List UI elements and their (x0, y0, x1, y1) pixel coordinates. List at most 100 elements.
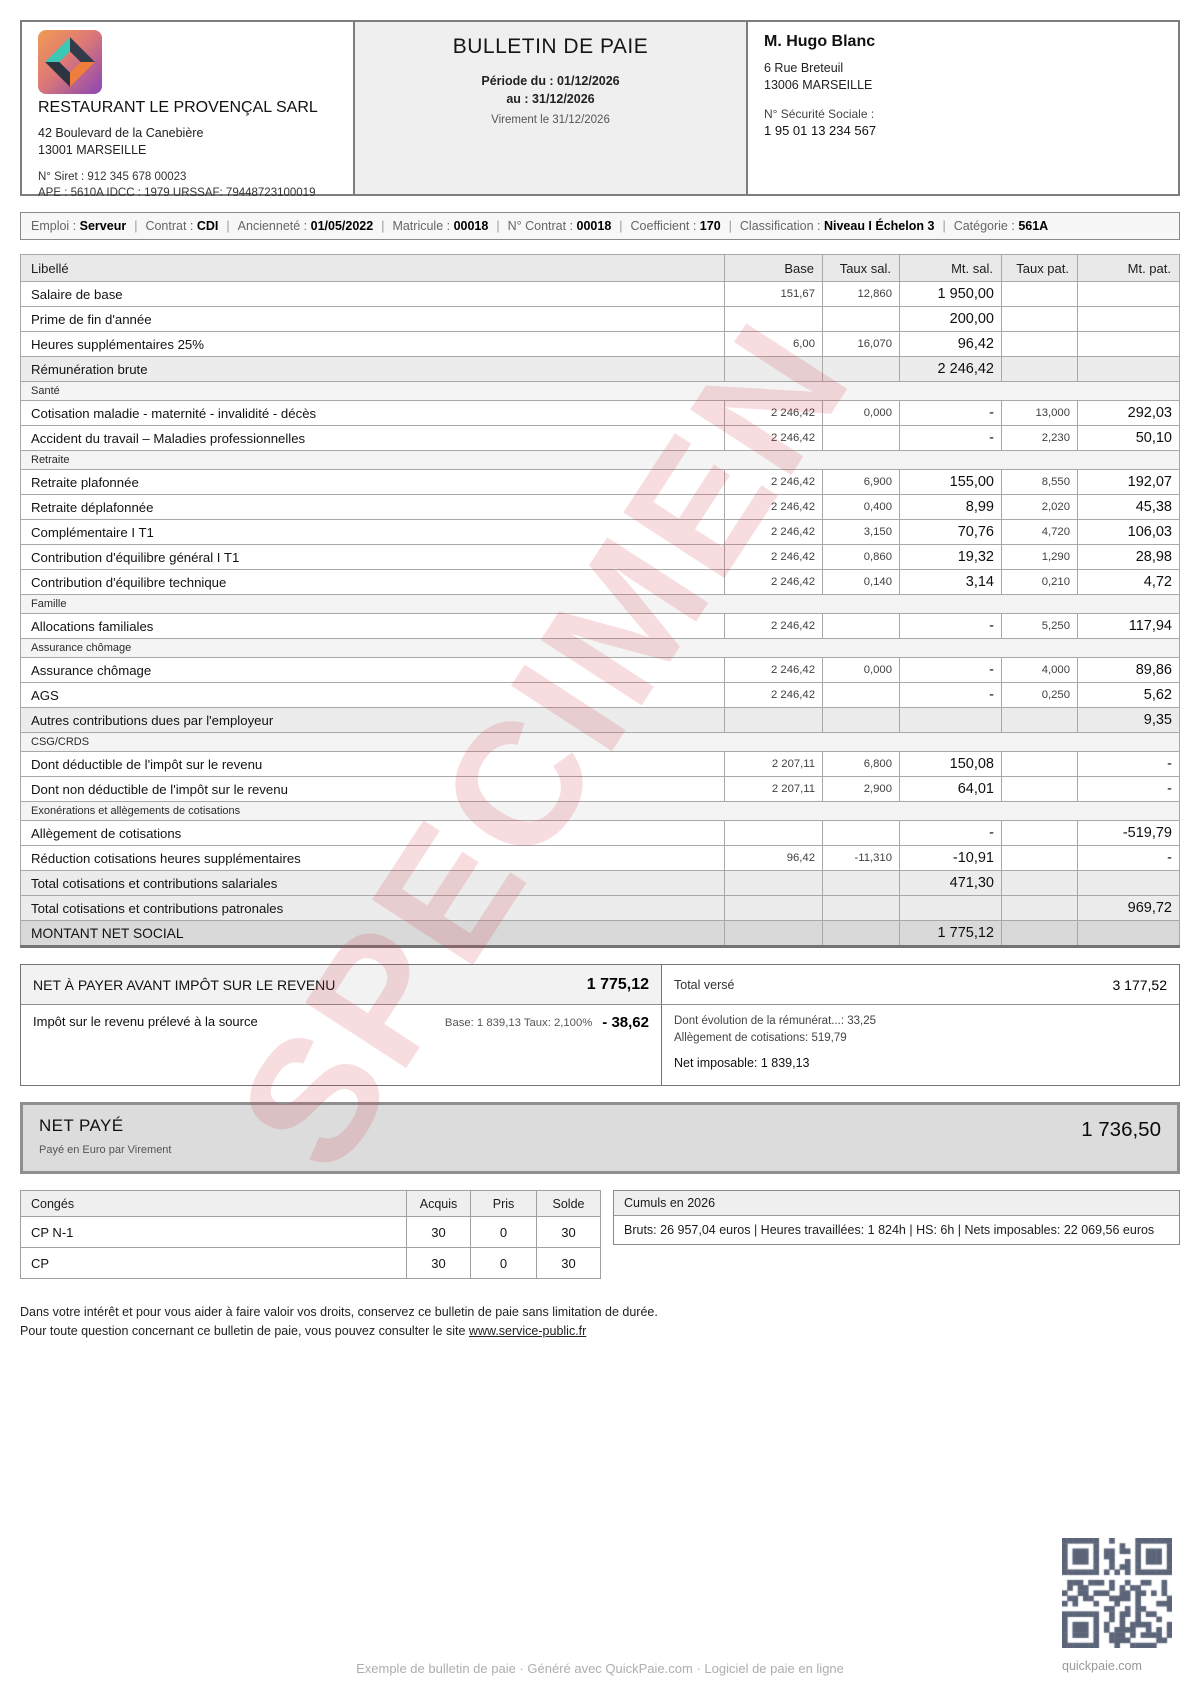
employee-address-line2: 13006 MARSEILLE (764, 77, 873, 92)
company-name: RESTAURANT LE PROVENÇAL SARL (38, 99, 318, 116)
cell-taux-pat: 2,230 (1001, 425, 1078, 451)
cell-mt-sal: 3,14 (899, 569, 1002, 595)
table-row: Retraite (20, 450, 1180, 470)
cell-base: 2 246,42 (724, 400, 823, 426)
cell-label: Dont non déductible de l'impôt sur le re… (20, 776, 725, 802)
cell-base: 2 246,42 (724, 569, 823, 595)
cell-label: Allègement de cotisations (20, 820, 725, 846)
table-row: Complémentaire I T1 2 246,42 3,150 70,76 4,7… (20, 519, 1180, 545)
cell-label: Accident du travail – Maladies professio… (20, 425, 725, 451)
separator: | (619, 219, 623, 233)
net-paid-left: NET PAYÉ Payé en Euro par Virement (39, 1116, 171, 1156)
cell-mt-sal: - (899, 682, 1002, 708)
cell-base: 2 246,42 (724, 657, 823, 683)
cell-mt-pat: 45,38 (1077, 494, 1180, 520)
cell-taux-sal (822, 820, 900, 846)
leave-row: CP N-1 30 0 30 (20, 1216, 601, 1248)
section-row-label: Assurance chômage (20, 638, 1180, 658)
cell-base: 2 246,42 (724, 544, 823, 570)
cell-mt-sal: - (899, 820, 1002, 846)
cell-mt-sal: - (899, 425, 1002, 451)
cell-taux-sal: 6,900 (822, 469, 900, 495)
job-info-label: Matricule : (392, 219, 454, 233)
cell-taux-sal: 12,860 (822, 281, 900, 307)
table-row: Rémunération brute 2 246,42 (20, 356, 1180, 382)
cell-taux-sal: 0,400 (822, 494, 900, 520)
cell-label: Réduction cotisations heures supplémenta… (20, 845, 725, 871)
job-info-bar: Emploi : Serveur | Contrat : CDI | Anciennet… (20, 212, 1180, 240)
cell-taux-pat: 2,020 (1001, 494, 1078, 520)
column-header-base: Base (724, 254, 823, 282)
cell-base (724, 707, 823, 733)
table-row: Allègement de cotisations - -519,79 (20, 820, 1180, 846)
column-header-taux-sal: Taux sal. (822, 254, 900, 282)
net-detail-line: Net imposable: 1 839,13 (674, 1056, 810, 1071)
cell-mt-pat: 106,03 (1077, 519, 1180, 545)
company-siret: N° Siret : 912 345 678 00023 (38, 170, 187, 183)
cell-base: 2 207,11 (724, 776, 823, 802)
separator: | (496, 219, 500, 233)
separator: | (728, 219, 732, 233)
net-before-tax-left: NET À PAYER AVANT IMPÔT SUR LE REVENU 1 … (21, 965, 662, 1085)
cell-label: Contribution d'équilibre général I T1 (20, 544, 725, 570)
job-info-label: Classification : (739, 219, 824, 233)
cell-mt-pat: 969,72 (1077, 895, 1180, 921)
cell-taux-pat: 0,250 (1001, 682, 1078, 708)
cell-base: 2 246,42 (724, 682, 823, 708)
separator: | (381, 219, 385, 233)
employee-address-line1: 6 Rue Breteuil (764, 61, 844, 75)
page-footer: Exemple de bulletin de paie · Généré ave… (356, 1661, 844, 1676)
cell-mt-sal: 64,01 (899, 776, 1002, 802)
net-paid-subtitle: Payé en Euro par Virement (39, 1144, 172, 1156)
separator: | (942, 219, 946, 233)
cell-mt-sal (899, 895, 1002, 921)
legal-notice-line1: Dans votre intérêt et pour vous aider à … (20, 1305, 658, 1319)
table-row: Santé (20, 381, 1180, 401)
cell-base: 2 246,42 (724, 494, 823, 520)
cell-base (724, 895, 823, 921)
job-info-label: Coefficient : (630, 219, 700, 233)
employee-address: 6 Rue Breteuil 13006 MARSEILLE (764, 60, 1162, 94)
cell-taux-pat (1001, 306, 1078, 332)
cell-taux-sal (822, 306, 900, 332)
service-public-link[interactable]: www.service-public.fr (468, 1324, 587, 1339)
net-before-tax-row: NET À PAYER AVANT IMPÔT SUR LE REVENU 1 … (21, 965, 661, 1005)
cell-mt-sal: 96,42 (899, 331, 1002, 357)
payment-date: Virement le 31/12/2026 (491, 114, 610, 127)
table-header-row: Libellé Base Taux sal. Mt. sal. Taux pat… (20, 254, 1180, 282)
company-logo-icon (38, 30, 102, 94)
section-row-label: Santé (20, 381, 1180, 401)
table-row: Autres contributions dues par l'employeu… (20, 707, 1180, 733)
leave-row: CP 30 0 30 (20, 1247, 601, 1279)
cell-taux-sal: 0,000 (822, 657, 900, 683)
cell-base (724, 356, 823, 382)
leave-label: CP N-1 (20, 1216, 407, 1248)
table-row: Accident du travail – Maladies professio… (20, 425, 1180, 451)
cell-taux-sal (822, 682, 900, 708)
leave-table-body: CP N-1 30 0 30 CP 30 0 30 (20, 1216, 601, 1279)
cell-taux-pat (1001, 356, 1078, 382)
cell-taux-pat (1001, 870, 1078, 896)
ssn-value: 1 95 01 13 234 567 (764, 122, 877, 138)
qr-code (1062, 1538, 1172, 1648)
cell-label: Allocations familiales (20, 613, 725, 639)
cell-taux-sal: 3,150 (822, 519, 900, 545)
period-to: au : 31/12/2026 (506, 92, 595, 107)
cell-taux-sal: -11,310 (822, 845, 900, 871)
cell-taux-sal (822, 425, 900, 451)
cell-base: 151,67 (724, 281, 823, 307)
cell-mt-pat: - (1077, 845, 1180, 871)
income-tax-label: Impôt sur le revenu prélevé à la source (33, 1014, 258, 1029)
separator: | (226, 219, 230, 233)
table-row: Contribution d'équilibre technique 2 246,… (20, 569, 1180, 595)
cell-taux-pat (1001, 331, 1078, 357)
title-block: BULLETIN DE PAIE Période du : 01/12/2026… (355, 20, 748, 196)
table-row: Réduction cotisations heures supplémenta… (20, 845, 1180, 871)
cell-label: Assurance chômage (20, 657, 725, 683)
cell-taux-pat (1001, 895, 1078, 921)
cell-mt-pat (1077, 306, 1180, 332)
ytd-line: Bruts: 26 957,04 euros | Heures travaill… (624, 1223, 1155, 1237)
cell-mt-pat: 292,03 (1077, 400, 1180, 426)
period-from: Période du : 01/12/2026 (481, 74, 620, 88)
